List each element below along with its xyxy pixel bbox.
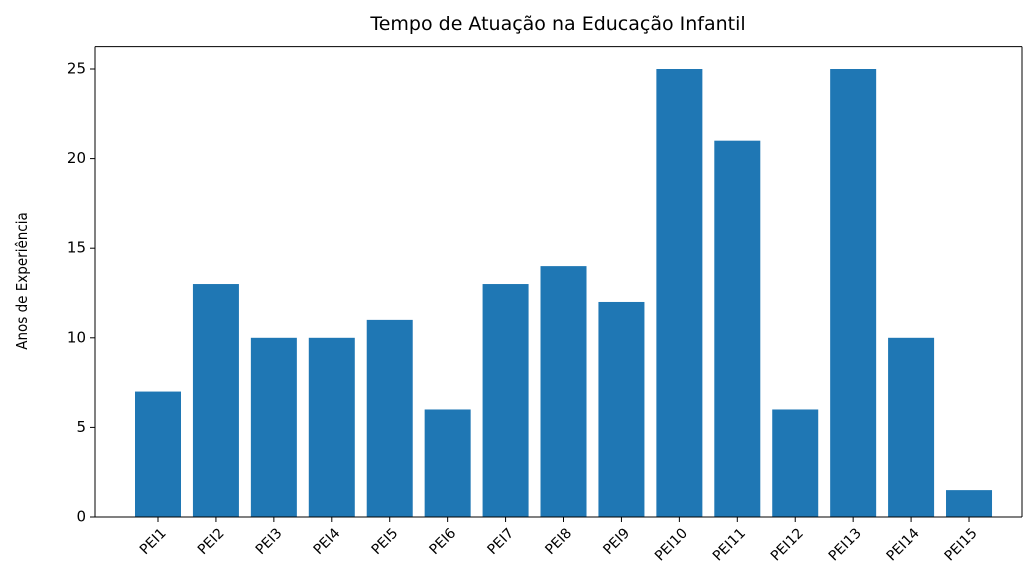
y-tick-label: 0 — [76, 508, 86, 526]
x-tick-label: PEI14 — [884, 525, 923, 564]
bar — [308, 337, 355, 517]
bar — [366, 319, 413, 517]
x-tick-label: PEI5 — [369, 525, 402, 558]
bar — [424, 409, 471, 517]
bar — [598, 301, 645, 517]
y-tick-label: 20 — [67, 149, 86, 167]
chart-title: Tempo de Atuação na Educação Infantil — [369, 13, 745, 35]
y-axis-label: Anos de Experiência — [13, 212, 31, 350]
bar — [946, 490, 993, 517]
x-tick-label: PEI6 — [427, 525, 460, 558]
bar — [714, 140, 761, 517]
bar — [250, 337, 297, 517]
bar — [482, 284, 529, 517]
x-tick-label: PEI15 — [942, 525, 981, 564]
y-tick-label: 25 — [67, 60, 86, 78]
x-tick-label: PEI1 — [137, 525, 170, 558]
bar — [135, 391, 181, 517]
y-tick-label: 15 — [67, 239, 86, 257]
x-tick-label: PEI9 — [600, 525, 633, 558]
x-tick-label: PEI10 — [652, 525, 691, 564]
x-tick-label: PEI4 — [311, 525, 344, 558]
x-tick-label: PEI12 — [768, 525, 807, 564]
x-tick-label: PEI3 — [253, 525, 286, 558]
x-tick-label: PEI7 — [484, 525, 517, 558]
x-tick-label: PEI11 — [710, 525, 749, 564]
y-tick-label: 5 — [76, 418, 86, 436]
bar — [888, 337, 935, 517]
x-tick-label: PEI2 — [195, 525, 228, 558]
x-tick-label: PEI13 — [826, 525, 865, 564]
x-tick-label: PEI8 — [542, 525, 575, 558]
bar — [830, 69, 877, 517]
bar — [192, 284, 239, 517]
bar — [772, 409, 819, 517]
y-tick-label: 10 — [67, 328, 86, 346]
bar — [656, 69, 703, 517]
bar — [540, 266, 587, 517]
